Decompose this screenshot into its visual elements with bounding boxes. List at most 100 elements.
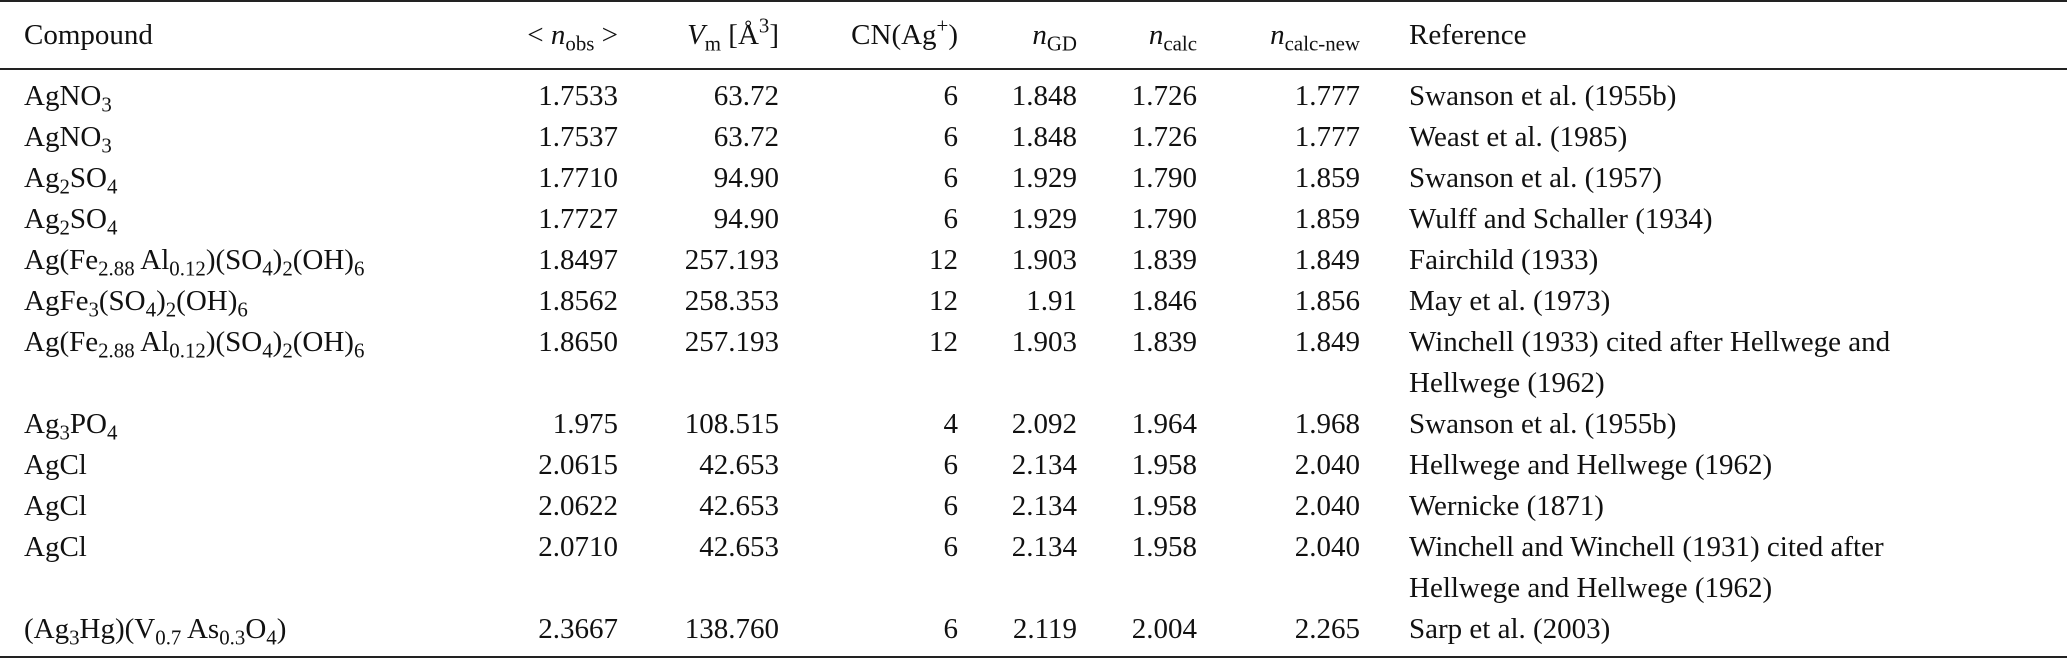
reference-cell: Swanson et al. (1955b) [1409, 408, 1677, 440]
reference-cell: Winchell and Winchell (1931) cited after… [1409, 531, 1884, 604]
reference-cell: Wernicke (1871) [1409, 490, 1604, 522]
text-segment: Ag(Fe [24, 326, 99, 358]
text-segment: [Å [721, 18, 759, 51]
text-segment: calc-new [1284, 30, 1360, 55]
compound-cell: (Ag3Hg)(V0.7 As0.3O4) [0, 609, 480, 657]
value-cell: 1.859 [1294, 203, 1360, 235]
value-cell: 1.726 [1131, 121, 1197, 153]
text-segment: 4 [106, 174, 118, 199]
value-cell: 42.653 [699, 531, 779, 563]
value-cell: 1.790 [1131, 203, 1197, 235]
column-header: Compound [24, 18, 153, 51]
text-segment: ) [156, 285, 166, 317]
value-cell: 2.040 [1294, 449, 1360, 481]
value-cell: 2.0710 [538, 531, 618, 563]
text-segment: < [527, 18, 551, 51]
compound-cell: AgFe3(SO4)2(OH)6 [0, 281, 480, 322]
reference-cell: Swanson et al. (1957) [1409, 162, 1662, 194]
value-cell: 42.653 [699, 490, 779, 522]
column-header: Vm [Å3] [618, 1, 779, 69]
table-body: AgNO3 1.7533 63.72 6 1.848 1.726 1.777 Swanson … [0, 69, 2067, 657]
value-cell: 258.353 [684, 285, 779, 317]
value-cell: 1.958 [1131, 449, 1197, 481]
value-cell: 108.515 [684, 408, 779, 440]
value-cell: 63.72 [713, 121, 779, 153]
value-cell: 1.8562 [538, 285, 618, 317]
reference-cell: Hellwege and Hellwege (1962) [1409, 449, 1773, 481]
text-segment: (OH) [176, 285, 238, 317]
value-cell: 2.265 [1294, 613, 1360, 645]
text-segment: )(SO [205, 244, 263, 276]
text-segment: V [687, 18, 705, 51]
value-cell: 6 [943, 613, 959, 645]
text-segment: 4 [262, 338, 273, 363]
compound-cell: AgNO3 [0, 117, 480, 158]
table-row: AgFe3(SO4)2(OH)6 1.8562 258.353 12 1.91 1.846… [0, 281, 2067, 322]
text-segment: > [594, 18, 618, 51]
value-cell: 1.790 [1131, 162, 1197, 194]
reference-cell: Sarp et al. (2003) [1409, 613, 1611, 645]
compound-cell: Ag3PO4 [0, 404, 480, 445]
value-cell: 1.7533 [538, 80, 618, 112]
text-segment: ) [272, 244, 283, 276]
table-row: Ag2SO4 1.7727 94.90 6 1.929 1.790 1.859 Wulff a… [0, 199, 2067, 240]
text-segment: 0.3 [219, 625, 246, 650]
table-row: AgCl 2.0615 42.653 6 2.134 1.958 2.040 Hellwege… [0, 445, 2067, 486]
text-segment: 0.12 [169, 256, 206, 281]
value-cell: 6 [943, 80, 959, 112]
value-cell: 2.0622 [538, 490, 618, 522]
text-segment: AgFe [24, 285, 89, 317]
value-cell: 1.929 [1011, 162, 1077, 194]
reference-cell: Weast et al. (1985) [1409, 121, 1628, 153]
reference-cell: Winchell (1933) cited after Hellwege and… [1409, 326, 1891, 399]
text-segment: 4 [266, 625, 277, 650]
text-segment: 3 [59, 420, 70, 445]
value-cell: 1.7710 [538, 162, 618, 194]
value-cell: 1.846 [1131, 285, 1197, 317]
text-segment: CN(Ag [851, 18, 937, 51]
header-row: Compound < nobs > Vm [Å3] CN(Ag+) nGD ncalc nc… [0, 1, 2067, 69]
table-row: Ag(Fe2.88 Al0.12)(SO4)2(OH)6 1.8650 257.19… [0, 322, 2067, 404]
value-cell: 42.653 [699, 449, 779, 481]
text-segment: 3 [101, 92, 112, 117]
table-row: AgNO3 1.7533 63.72 6 1.848 1.726 1.777 Swanson … [0, 69, 2067, 117]
table-header: Compound < nobs > Vm [Å3] CN(Ag+) nGD ncalc nc… [0, 1, 2067, 69]
text-segment: 3 [101, 133, 112, 158]
value-cell: 1.958 [1131, 531, 1197, 563]
value-cell: 1.8497 [538, 244, 618, 276]
text-segment: (OH) [292, 326, 354, 358]
value-cell: 2.134 [1011, 449, 1077, 481]
text-segment: 3 [758, 13, 770, 38]
text-segment: 2.88 [98, 338, 135, 363]
text-segment: obs [565, 30, 595, 55]
value-cell: 2.134 [1011, 490, 1077, 522]
value-cell: 1.839 [1131, 326, 1197, 358]
text-segment: 6 [237, 297, 248, 322]
text-segment: (SO [98, 285, 146, 317]
text-segment: 6 [353, 256, 365, 281]
column-header: ncalc-new [1197, 1, 1360, 69]
text-segment: (OH) [292, 244, 354, 276]
table-row: AgNO3 1.7537 63.72 6 1.848 1.726 1.777 Weast et… [0, 117, 2067, 158]
text-segment: m [704, 30, 722, 55]
value-cell: 1.91 [1026, 285, 1077, 317]
text-segment: Ag [24, 203, 60, 235]
text-segment: ) [276, 613, 287, 645]
text-segment: O [245, 613, 267, 645]
value-cell: 2.004 [1131, 613, 1197, 645]
value-cell: 1.964 [1131, 408, 1197, 440]
text-segment: As [181, 613, 220, 645]
value-cell: 1.958 [1131, 490, 1197, 522]
column-header: CN(Ag+) [779, 1, 958, 69]
text-segment: 2 [282, 256, 293, 281]
value-cell: 2.119 [1012, 613, 1077, 645]
value-cell: 6 [943, 203, 959, 235]
text-segment: + [936, 13, 949, 38]
value-cell: 1.848 [1011, 121, 1077, 153]
value-cell: 1.726 [1131, 80, 1197, 112]
text-segment: 4 [262, 256, 273, 281]
text-segment: Hg)(V [79, 613, 156, 645]
table-row: AgCl 2.0710 42.653 6 2.134 1.958 2.040 Winchell… [0, 527, 2067, 609]
text-segment: 4 [106, 420, 118, 445]
